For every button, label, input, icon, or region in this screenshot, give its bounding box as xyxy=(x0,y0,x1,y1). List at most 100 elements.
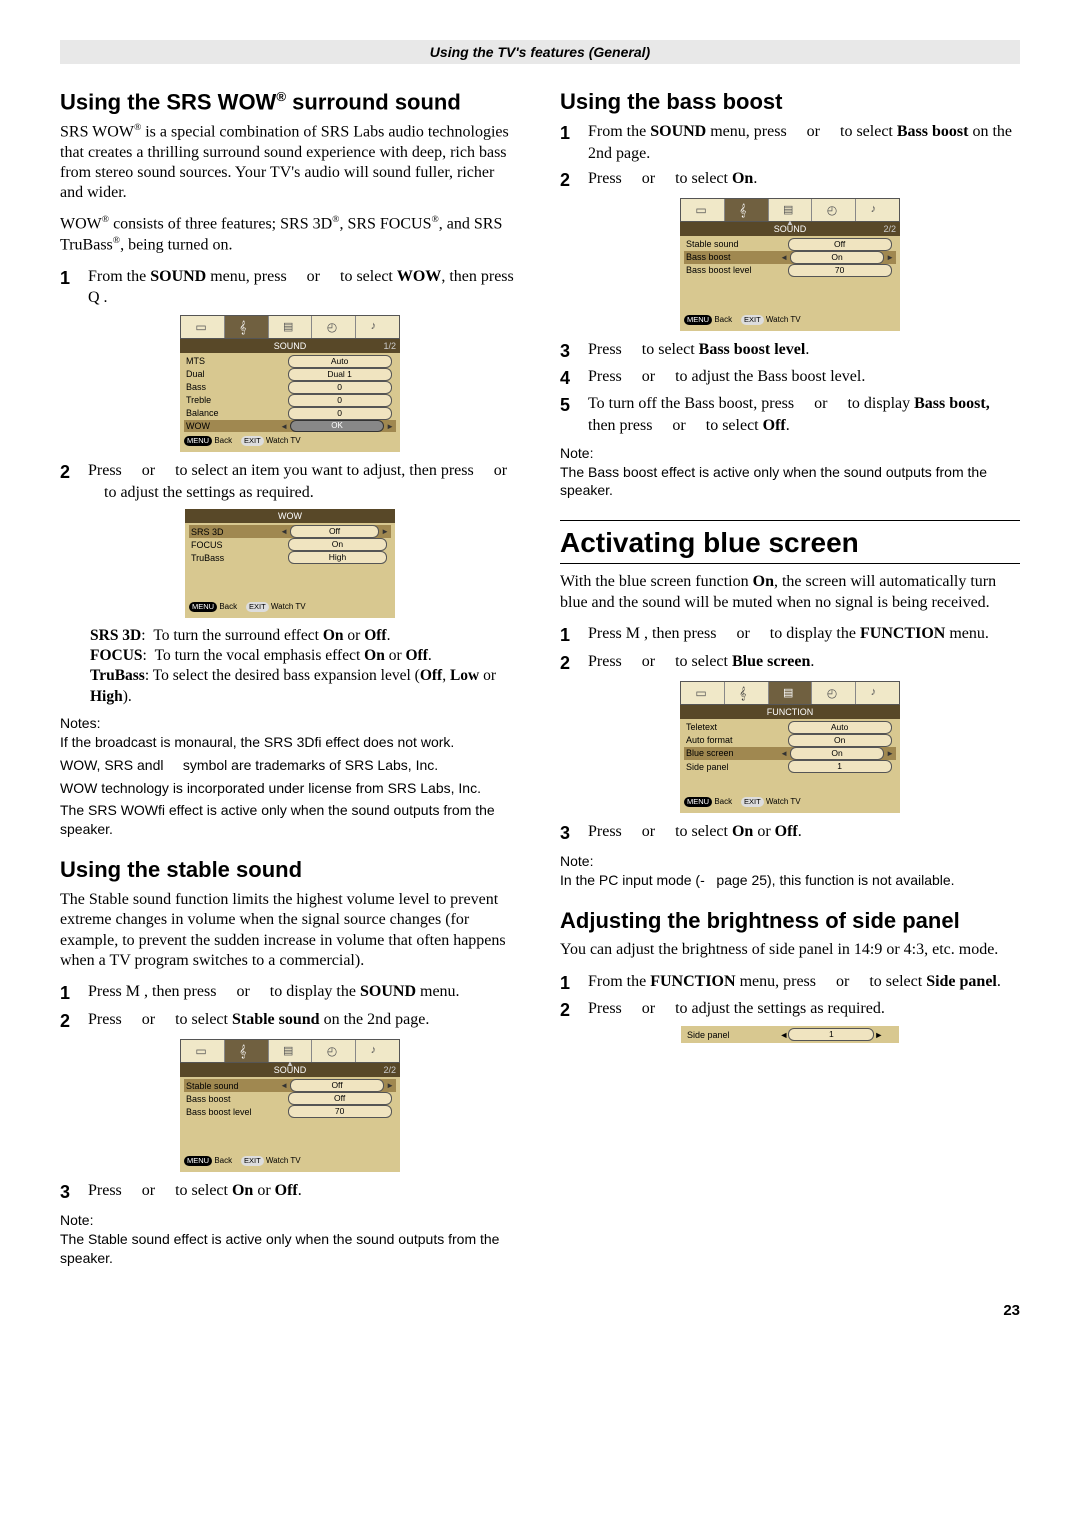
osd-page: 2/2 xyxy=(383,1065,396,1075)
osd-exit: EXIT xyxy=(741,315,764,325)
stable-heading: Using the stable sound xyxy=(60,857,520,883)
t: On xyxy=(364,647,385,664)
side-heading: Adjusting the brightness of side panel xyxy=(560,908,1020,934)
t: . xyxy=(298,1182,302,1199)
t: menu. xyxy=(945,625,989,642)
note: The Bass boost effect is active only whe… xyxy=(560,463,1020,501)
osd-title: FUNCTION xyxy=(767,707,814,717)
osd-label: Side panel xyxy=(684,762,788,772)
function-icon xyxy=(783,203,797,217)
osd-label: Auto format xyxy=(684,735,788,745)
t: ). xyxy=(123,688,132,705)
stable-step-1: 1Press M , then press or to display the … xyxy=(60,981,520,1005)
osd-sound-menu-1: SOUND1/2 MTSAuto DualDual 1 Bass0 Treble… xyxy=(180,315,400,452)
timer-icon xyxy=(827,203,841,217)
stable-step-3: 3Press or to select On or Off. xyxy=(60,1180,520,1204)
osd-label: WOW xyxy=(184,421,278,431)
blue-step-3: 3Press or to select On or Off. xyxy=(560,821,1020,845)
blue-step-2: 2Press or to select Blue screen. xyxy=(560,651,1020,675)
setup-icon xyxy=(871,686,885,700)
timer-icon xyxy=(327,320,341,334)
t: Press M , then press or to display the xyxy=(88,983,360,1000)
osd-label: TruBass xyxy=(189,553,288,563)
timer-icon xyxy=(327,1044,341,1058)
sound-icon xyxy=(239,320,253,334)
t: or xyxy=(753,823,774,840)
bass-step-1: 1From the SOUND menu, press or to select… xyxy=(560,121,1020,164)
t: : To turn the surround effect xyxy=(141,627,323,644)
osd-val: Off xyxy=(288,1092,392,1105)
t: , SRS FOCUS xyxy=(339,215,431,232)
reg-mark: ® xyxy=(276,89,286,104)
t: WOW xyxy=(397,268,441,285)
t: FUNCTION xyxy=(860,625,945,642)
osd-val: 1 xyxy=(788,760,892,773)
t: : To select the desired bass expansion l… xyxy=(145,667,420,684)
osd-label: SRS 3D xyxy=(189,527,278,537)
osd-val: 1 xyxy=(788,1028,874,1041)
t: Press M , then press or to display the xyxy=(588,625,860,642)
osd-val: 0 xyxy=(288,381,392,394)
osd-back: Back xyxy=(714,797,732,806)
function-icon xyxy=(783,686,797,700)
osd-title: SOUND xyxy=(274,341,307,351)
left-column: Using the SRS WOW® surround sound SRS WO… xyxy=(60,89,520,1272)
osd-label: Teletext xyxy=(684,722,788,732)
t: : To turn the vocal emphasis effect xyxy=(143,647,365,664)
osd-menu: MENU xyxy=(189,602,217,612)
osd-val: On xyxy=(788,734,892,747)
t: menu, press or to select xyxy=(206,268,397,285)
osd-val: 70 xyxy=(288,1105,392,1118)
timer-icon xyxy=(827,686,841,700)
t: Press or to select an item you want to a… xyxy=(88,460,520,503)
t: SOUND xyxy=(150,268,206,285)
t: Blue screen xyxy=(732,653,810,670)
osd-label: Side panel xyxy=(685,1030,779,1040)
wow-heading-prefix: Using the SRS WOW xyxy=(60,89,276,114)
t: SRS WOW xyxy=(60,123,134,140)
osd-bass-menu: ▲SOUND2/2 Stable soundOff Bass boost◄On►… xyxy=(680,198,900,331)
t: SOUND xyxy=(650,123,706,140)
t: . xyxy=(798,823,802,840)
function-icon xyxy=(283,320,297,334)
t: Press or to select xyxy=(88,1182,232,1199)
osd-watch: Watch TV xyxy=(266,436,301,445)
t: Off xyxy=(406,647,428,664)
osd-page: 2/2 xyxy=(883,224,896,234)
t: On xyxy=(732,823,753,840)
t: menu. xyxy=(416,983,460,1000)
osd-label: Bass xyxy=(184,382,288,392)
osd-side-panel-row: Side panel◄1► xyxy=(681,1026,899,1043)
t: SRS 3D xyxy=(90,627,141,644)
wow-step-1: 1 From the SOUND menu, press or to selec… xyxy=(60,266,520,309)
t: FOCUS xyxy=(90,647,143,664)
t: , xyxy=(442,667,450,684)
osd-back: Back xyxy=(214,436,232,445)
wow-heading: Using the SRS WOW® surround sound xyxy=(60,89,520,116)
notes-head: Note: xyxy=(560,445,1020,461)
osd-wow-submenu: WOW SRS 3D◄Off► FOCUSOn TruBassHigh MENU… xyxy=(185,509,395,618)
notes-head: Note: xyxy=(560,853,1020,869)
t: Press or to select xyxy=(88,1011,232,1028)
osd-exit: EXIT xyxy=(741,797,764,807)
stable-step-2: 2Press or to select Stable sound on the … xyxy=(60,1009,520,1033)
osd-val: 0 xyxy=(288,394,392,407)
picture-icon xyxy=(195,1044,209,1058)
function-icon xyxy=(283,1044,297,1058)
t: Side panel xyxy=(926,973,997,990)
osd-val: High xyxy=(288,551,387,564)
right-column: Using the bass boost 1From the SOUND men… xyxy=(560,89,1020,1272)
t: Press or to adjust the settings as requi… xyxy=(588,998,1020,1022)
bass-step-2: 2Press or to select On. xyxy=(560,168,1020,192)
blue-step-1: 1Press M , then press or to display the … xyxy=(560,623,1020,647)
t: . xyxy=(753,170,757,187)
page-number: 23 xyxy=(60,1302,1020,1319)
t: TruBass xyxy=(90,667,145,684)
t: , being turned on. xyxy=(120,236,232,253)
t: or xyxy=(253,1182,274,1199)
t: or xyxy=(385,647,406,664)
osd-ok: OK xyxy=(290,420,384,432)
t: From the xyxy=(88,268,150,285)
osd-back: Back xyxy=(219,602,237,611)
wow-intro-2: WOW® consists of three features; SRS 3D®… xyxy=(60,214,520,256)
